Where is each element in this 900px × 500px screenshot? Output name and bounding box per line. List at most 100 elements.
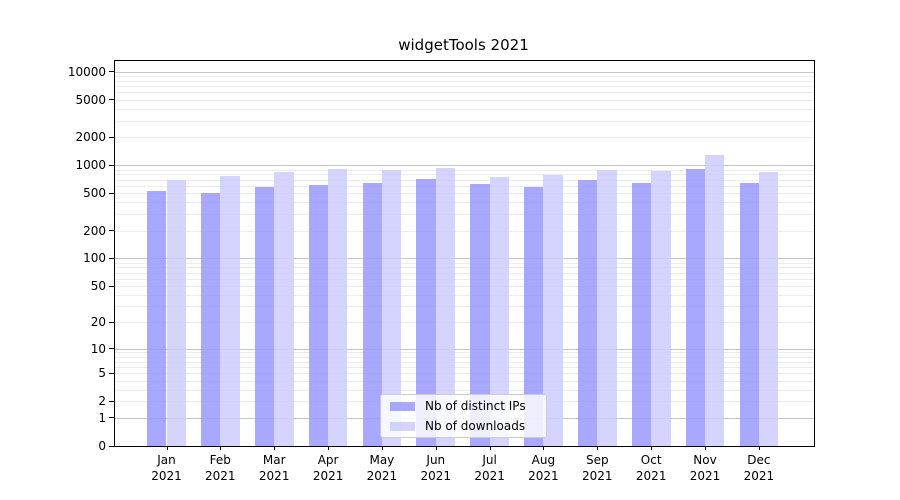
x-label-month: Dec	[747, 453, 771, 467]
gridline-minor	[115, 185, 814, 187]
bar-downloads-jan	[166, 180, 186, 446]
x-tick-label-jul: Jul 2021	[474, 452, 505, 484]
y-tick-mark	[109, 285, 114, 287]
x-label-month: Apr	[317, 453, 339, 467]
gridline-minor	[115, 108, 814, 110]
y-tick-label: 5000	[75, 92, 106, 107]
gridline-minor	[115, 202, 814, 204]
legend: Nb of distinct IPs Nb of downloads	[380, 394, 547, 438]
x-label-month: Jan	[157, 453, 176, 467]
bar-downloads-oct	[651, 170, 671, 446]
bar-distinct-ips-sep	[577, 180, 598, 446]
bar-downloads-may	[381, 170, 402, 446]
gridline-minor	[115, 272, 814, 274]
chart-title: widgetTools 2021	[398, 36, 529, 54]
y-tick-label: 2000	[75, 130, 106, 145]
x-tick-mark	[651, 446, 653, 450]
y-tick-label: 100	[83, 251, 106, 266]
y-tick-label: 10	[90, 341, 106, 356]
gridline-minor	[115, 86, 814, 88]
bar-downloads-jul	[489, 176, 509, 446]
gridline-minor	[115, 380, 814, 382]
x-label-year: 2021	[689, 469, 721, 483]
x-tick-mark	[543, 446, 545, 450]
x-tick-mark	[489, 446, 491, 450]
gridline-minor	[115, 267, 814, 269]
x-label-month: Jul	[482, 453, 497, 467]
bar-distinct-ips-jul	[470, 184, 490, 446]
y-tick-mark	[109, 372, 114, 374]
gridline-minor	[115, 361, 814, 363]
bar-distinct-ips-mar	[254, 187, 275, 446]
x-label-year: 2021	[258, 469, 290, 483]
gridline-minor	[115, 120, 814, 122]
x-tick-mark	[597, 446, 599, 450]
bar-downloads-nov	[705, 155, 725, 446]
axis-ticks-layer: 0 1 2 5 10 20 50 100 200 500 1000 2000 5000 10000 Jan 2…	[68, 61, 814, 483]
y-tick-label: 1	[98, 410, 106, 425]
x-tick-label-aug: Aug 2021	[528, 452, 559, 484]
x-tick-label-apr: Apr 2021	[313, 452, 344, 484]
y-tick-mark	[109, 257, 114, 259]
bar-distinct-ips-aug	[524, 187, 544, 446]
x-tick-label-mar: Mar 2021	[259, 452, 290, 484]
bar-downloads-mar	[274, 171, 294, 446]
gridline-minor	[115, 75, 814, 77]
legend-row-downloads: Nb of downloads	[381, 417, 546, 435]
x-label-year: 2021	[205, 469, 236, 483]
y-tick-mark	[109, 348, 114, 349]
gridline-minor	[115, 306, 814, 308]
gridline-minor	[115, 373, 814, 375]
bars-layer	[115, 61, 814, 446]
bar-distinct-ips-feb	[200, 192, 221, 446]
gridline-minor	[115, 356, 814, 358]
y-tick-mark	[109, 99, 114, 101]
y-tick-mark	[109, 321, 114, 323]
gridline-minor	[115, 214, 814, 215]
gridline-minor	[115, 99, 814, 101]
x-label-month: Aug	[531, 453, 556, 467]
x-label-year: 2021	[312, 469, 344, 483]
x-label-year: 2021	[743, 469, 775, 483]
legend-swatch-downloads	[390, 421, 415, 431]
gridline-major	[115, 165, 814, 167]
y-tick-label: 20	[90, 315, 106, 330]
gridline-minor	[115, 80, 814, 82]
y-tick-mark	[109, 136, 114, 138]
bar-distinct-ips-oct	[631, 183, 652, 446]
y-tick-mark	[109, 192, 114, 194]
y-tick-mark	[109, 417, 114, 419]
x-tick-mark	[220, 446, 222, 450]
y-tick-mark	[109, 164, 114, 166]
gridline-minor	[115, 262, 814, 264]
x-label-month: Sep	[585, 453, 609, 467]
y-tick-label: 5	[98, 366, 106, 381]
x-tick-mark	[381, 446, 383, 450]
legend-swatch-distinct-ips	[390, 401, 415, 411]
x-label-year: 2021	[474, 469, 505, 483]
x-tick-label-feb: Feb 2021	[205, 452, 236, 484]
x-label-year: 2021	[635, 469, 667, 483]
x-label-year: 2021	[528, 469, 559, 483]
y-tick-label: 50	[90, 279, 106, 294]
bar-distinct-ips-may	[362, 183, 382, 446]
legend-label-distinct-ips: Nb of distinct IPs	[425, 399, 526, 413]
y-tick-mark	[109, 400, 114, 402]
y-tick-label: 2	[98, 394, 106, 409]
x-tick-label-dec: Dec 2021	[744, 452, 775, 484]
bar-downloads-dec	[758, 171, 779, 446]
gridline-minor	[115, 278, 814, 280]
y-tick-mark	[109, 230, 114, 231]
gridline-minor	[115, 286, 814, 288]
y-tick-label: 10000	[67, 64, 106, 79]
x-tick-mark	[274, 446, 276, 450]
x-label-year: 2021	[582, 469, 613, 483]
x-label-year: 2021	[420, 469, 452, 483]
x-label-year: 2021	[366, 469, 398, 483]
x-tick-label-jan: Jan 2021	[151, 452, 182, 484]
gridline-minor	[115, 230, 814, 232]
gridline-minor	[115, 174, 814, 176]
gridlines-layer	[115, 61, 814, 446]
gridline-minor	[115, 322, 814, 324]
